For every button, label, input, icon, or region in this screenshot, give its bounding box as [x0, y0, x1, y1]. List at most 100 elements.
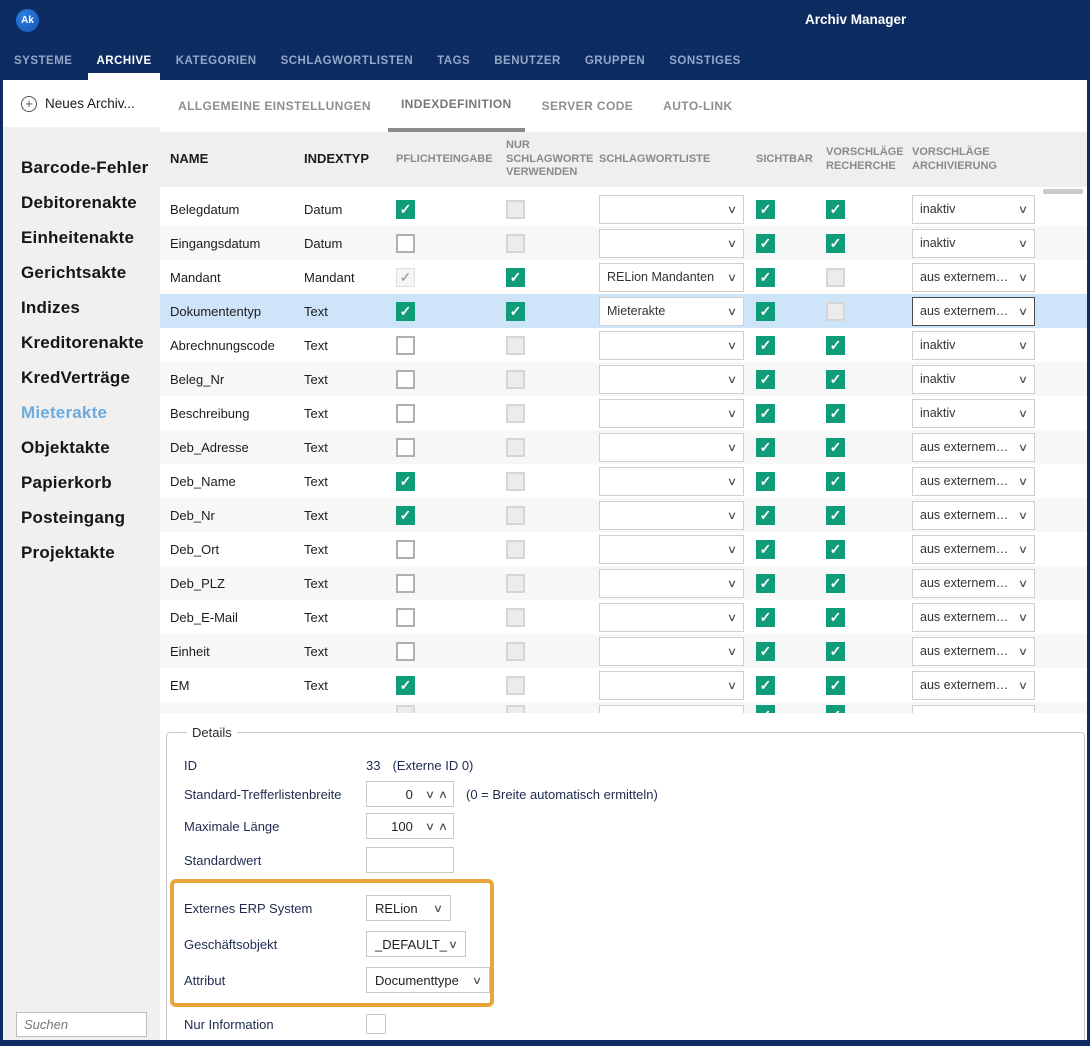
mandatory-checkbox[interactable]	[396, 438, 415, 457]
nav-tab-archive[interactable]: ARCHIVE	[96, 55, 151, 80]
visible-checkbox[interactable]: ✓	[756, 438, 775, 457]
suggest-archive-dropdown[interactable]: ∨	[912, 705, 1035, 713]
keyword-list-dropdown[interactable]: ∨	[599, 705, 744, 713]
keyword-list-dropdown[interactable]: ∨	[599, 399, 744, 428]
keyword-list-dropdown[interactable]: ∨	[599, 637, 744, 666]
suggest-archive-dropdown[interactable]: aus externem…∨	[912, 297, 1035, 326]
tab-server-code[interactable]: SERVER CODE	[542, 80, 634, 132]
suggest-search-checkbox[interactable]: ✓	[826, 200, 845, 219]
visible-checkbox[interactable]: ✓	[756, 336, 775, 355]
keyword-list-dropdown[interactable]: ∨	[599, 195, 744, 224]
sidebar-item-barcode-fehler[interactable]: Barcode-Fehler	[3, 150, 160, 185]
stepper-up-icon[interactable]: ∧	[438, 788, 448, 801]
keyword-list-dropdown[interactable]: ∨	[599, 467, 744, 496]
suggest-archive-dropdown[interactable]: aus externem…∨	[912, 637, 1035, 666]
nav-tab-systeme[interactable]: SYSTEME	[14, 55, 72, 80]
keyword-list-dropdown[interactable]: ∨	[599, 535, 744, 564]
mandatory-checkbox[interactable]	[396, 608, 415, 627]
table-row-deb-nr[interactable]: Deb_NrText✓∨✓✓aus externem…∨	[160, 498, 1087, 532]
table-row-deb-ort[interactable]: Deb_OrtText∨✓✓aus externem…∨	[160, 532, 1087, 566]
keyword-list-dropdown[interactable]: Mieterakte∨	[599, 297, 744, 326]
mandatory-checkbox[interactable]: ✓	[396, 302, 415, 321]
sidebar-item-posteingang[interactable]: Posteingang	[3, 500, 160, 535]
visible-checkbox[interactable]: ✓	[756, 506, 775, 525]
business-object-select[interactable]: _DEFAULT_ ∨	[366, 931, 466, 957]
mandatory-checkbox[interactable]	[396, 540, 415, 559]
nav-tab-benutzer[interactable]: BENUTZER	[494, 55, 561, 80]
sidebar-item-indizes[interactable]: Indizes	[3, 290, 160, 325]
mandatory-checkbox[interactable]	[396, 642, 415, 661]
table-row-deb-e-mail[interactable]: Deb_E-MailText∨✓✓aus externem…∨	[160, 600, 1087, 634]
keyword-list-dropdown[interactable]: ∨	[599, 229, 744, 258]
suggest-archive-dropdown[interactable]: inaktiv∨	[912, 195, 1035, 224]
suggest-archive-dropdown[interactable]: aus externem…∨	[912, 501, 1035, 530]
keywords-only-checkbox[interactable]: ✓	[506, 268, 525, 287]
sidebar-item-kredverträge[interactable]: KredVerträge	[3, 360, 160, 395]
visible-checkbox[interactable]: ✓	[756, 302, 775, 321]
stepper-up-icon[interactable]: ∧	[438, 820, 448, 833]
suggest-search-checkbox[interactable]: ✓	[826, 370, 845, 389]
mandatory-checkbox[interactable]	[396, 234, 415, 253]
suggest-search-checkbox[interactable]: ✓	[826, 574, 845, 593]
visible-checkbox[interactable]: ✓	[756, 472, 775, 491]
suggest-archive-dropdown[interactable]: aus externem…∨	[912, 671, 1035, 700]
keywords-only-checkbox[interactable]: ✓	[506, 302, 525, 321]
visible-checkbox[interactable]: ✓	[756, 608, 775, 627]
mandatory-checkbox[interactable]	[396, 336, 415, 355]
visible-checkbox[interactable]: ✓	[756, 370, 775, 389]
mandatory-checkbox[interactable]	[396, 370, 415, 389]
mandatory-checkbox[interactable]	[396, 574, 415, 593]
suggest-archive-dropdown[interactable]: inaktiv∨	[912, 399, 1035, 428]
suggest-search-checkbox[interactable]: ✓	[826, 540, 845, 559]
visible-checkbox[interactable]: ✓	[756, 705, 775, 713]
tab-indexdefinition[interactable]: INDEXDEFINITION	[388, 80, 525, 132]
suggest-archive-dropdown[interactable]: aus externem…∨	[912, 603, 1035, 632]
suggest-search-checkbox[interactable]: ✓	[826, 676, 845, 695]
attribute-select[interactable]: Documenttype ∨	[366, 967, 490, 993]
keyword-list-dropdown[interactable]: ∨	[599, 603, 744, 632]
mandatory-checkbox[interactable]	[396, 404, 415, 423]
visible-checkbox[interactable]: ✓	[756, 234, 775, 253]
keyword-list-dropdown[interactable]: RELion Mandanten∨	[599, 263, 744, 292]
table-row-em[interactable]: EMText✓∨✓✓aus externem…∨	[160, 668, 1087, 702]
result-width-stepper[interactable]: 0 ∨ ∧	[366, 781, 454, 807]
table-row-belegdatum[interactable]: BelegdatumDatum✓∨✓✓inaktiv∨	[160, 192, 1087, 226]
nav-tab-gruppen[interactable]: GRUPPEN	[585, 55, 645, 80]
suggest-search-checkbox[interactable]: ✓	[826, 404, 845, 423]
sidebar-item-projektakte[interactable]: Projektakte	[3, 535, 160, 570]
nav-tab-sonstiges[interactable]: SONSTIGES	[669, 55, 741, 80]
suggest-search-checkbox[interactable]: ✓	[826, 642, 845, 661]
search-input[interactable]	[16, 1012, 147, 1037]
keyword-list-dropdown[interactable]: ∨	[599, 671, 744, 700]
visible-checkbox[interactable]: ✓	[756, 642, 775, 661]
suggest-search-checkbox[interactable]: ✓	[826, 608, 845, 627]
keyword-list-dropdown[interactable]: ∨	[599, 331, 744, 360]
suggest-search-checkbox[interactable]: ✓	[826, 234, 845, 253]
scrollbar-thumb[interactable]	[1043, 189, 1083, 194]
suggest-archive-dropdown[interactable]: aus externem…∨	[912, 569, 1035, 598]
visible-checkbox[interactable]: ✓	[756, 200, 775, 219]
visible-checkbox[interactable]: ✓	[756, 540, 775, 559]
suggest-archive-dropdown[interactable]: inaktiv∨	[912, 365, 1035, 394]
sidebar-item-mieterakte[interactable]: Mieterakte	[3, 395, 160, 430]
sidebar-item-debitorenakte[interactable]: Debitorenakte	[3, 185, 160, 220]
mandatory-checkbox[interactable]: ✓	[396, 472, 415, 491]
suggest-archive-dropdown[interactable]: aus externem…∨	[912, 467, 1035, 496]
mandatory-checkbox[interactable]: ✓	[396, 200, 415, 219]
keyword-list-dropdown[interactable]: ∨	[599, 365, 744, 394]
table-row-dokumententyp[interactable]: DokumententypText✓✓Mieterakte∨✓aus exter…	[160, 294, 1087, 328]
suggest-search-checkbox[interactable]: ✓	[826, 472, 845, 491]
sidebar-item-objektakte[interactable]: Objektakte	[3, 430, 160, 465]
suggest-archive-dropdown[interactable]: aus externem…∨	[912, 433, 1035, 462]
sidebar-item-einheitenakte[interactable]: Einheitenakte	[3, 220, 160, 255]
mandatory-checkbox[interactable]: ✓	[396, 506, 415, 525]
stepper-down-icon[interactable]: ∨	[425, 820, 435, 833]
max-length-stepper[interactable]: 100 ∨ ∧	[366, 813, 454, 839]
suggest-archive-dropdown[interactable]: aus externem…∨	[912, 263, 1035, 292]
info-only-checkbox[interactable]	[366, 1014, 386, 1034]
mandatory-checkbox[interactable]: ✓	[396, 676, 415, 695]
table-row-abrechnungscode[interactable]: AbrechnungscodeText∨✓✓inaktiv∨	[160, 328, 1087, 362]
suggest-search-checkbox[interactable]: ✓	[826, 336, 845, 355]
nav-tab-schlagwortlisten[interactable]: SCHLAGWORTLISTEN	[281, 55, 414, 80]
suggest-search-checkbox[interactable]: ✓	[826, 438, 845, 457]
